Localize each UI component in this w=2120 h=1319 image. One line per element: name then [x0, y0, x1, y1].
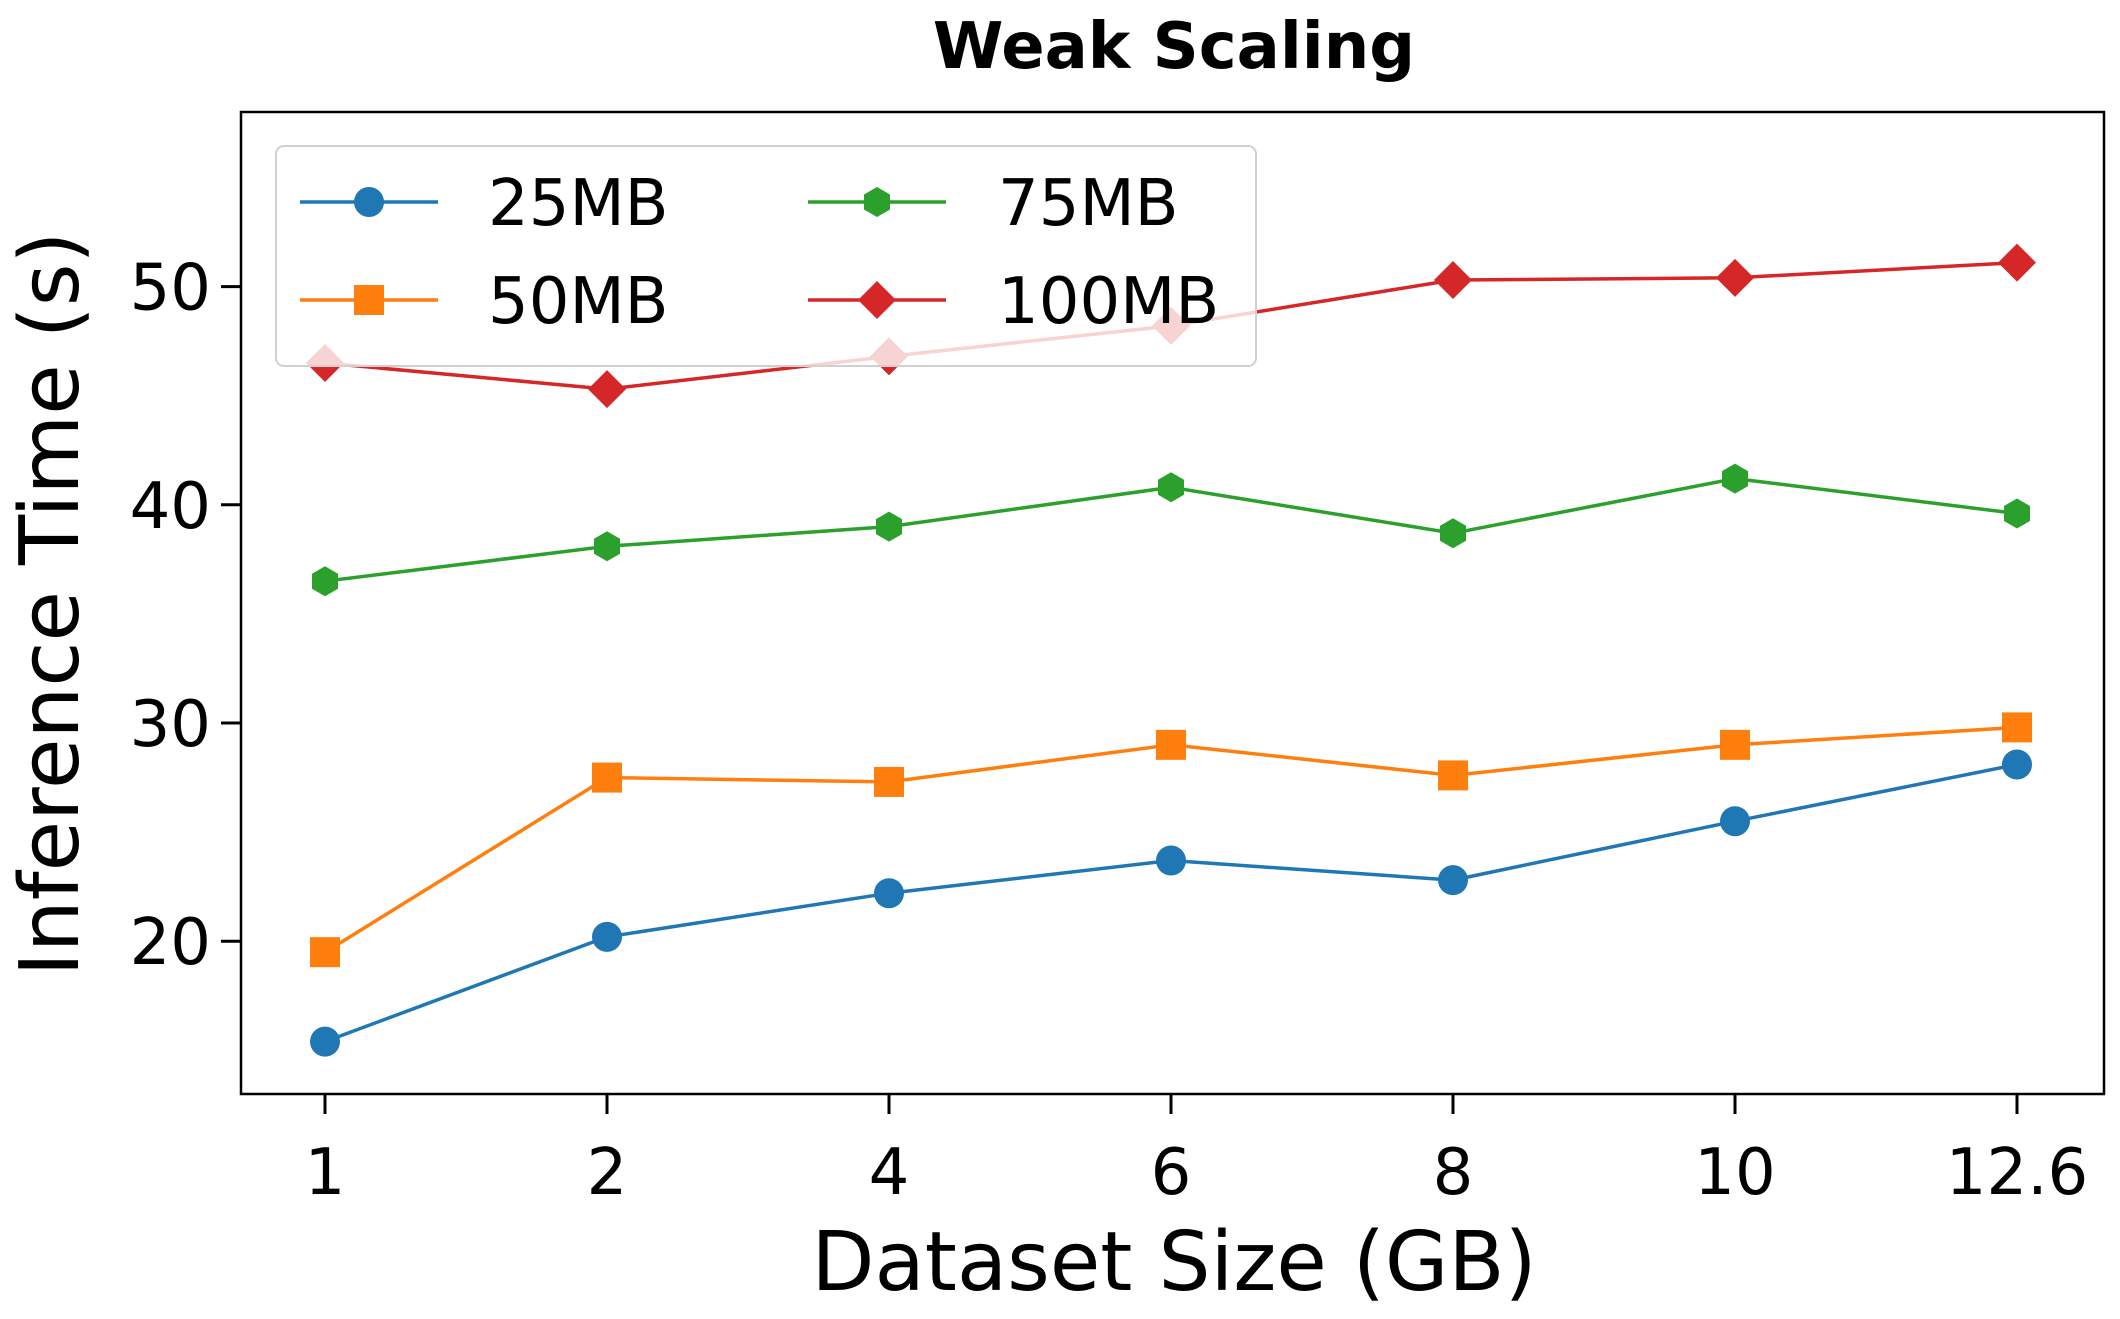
data-point-100mb: [1434, 261, 1472, 300]
series-25mb: [310, 749, 2032, 1057]
y-tick-label: 50: [130, 252, 211, 326]
chart-title: Weak Scaling: [933, 10, 1415, 84]
legend-item-25mb: 25MB: [300, 167, 669, 241]
x-tick-label: 4: [869, 1136, 910, 1210]
legend-item-100mb: 100MB: [808, 265, 1219, 339]
data-point-50mb: [310, 937, 340, 968]
data-point-50mb: [1720, 729, 1750, 760]
data-point-25mb: [1156, 845, 1186, 876]
legend-marker-100mb: [858, 281, 896, 319]
data-point-75mb: [1722, 463, 1748, 494]
legend-label-100mb: 100MB: [998, 265, 1219, 339]
x-tick-label: 1: [305, 1136, 346, 1210]
series-line-25mb: [324, 762, 2018, 1044]
data-point-50mb: [2002, 712, 2032, 743]
legend-marker-75mb: [864, 187, 890, 217]
y-axis-ticks: 20 30 40 50: [130, 252, 241, 980]
plot-area-frame: [239, 110, 2106, 1096]
x-tick-label: 6: [1151, 1136, 1192, 1210]
legend-label-50mb: 50MB: [488, 265, 669, 339]
x-tick-label: 12.6: [1946, 1136, 2089, 1210]
data-point-50mb: [1438, 760, 1468, 791]
data-point-25mb: [592, 921, 622, 952]
data-point-100mb: [1716, 258, 1754, 297]
data-point-75mb: [1440, 518, 1466, 549]
data-point-100mb: [588, 370, 626, 409]
y-tick-label: 20: [130, 906, 211, 980]
x-tick-label: 8: [1433, 1136, 1474, 1210]
data-point-100mb: [1998, 243, 2036, 282]
legend-item-75mb: 75MB: [808, 167, 1179, 241]
series-line-50mb: [324, 725, 2018, 954]
y-tick-label: 40: [130, 470, 211, 544]
series-50mb: [310, 712, 2032, 968]
x-tick-label: 10: [1694, 1136, 1775, 1210]
legend: 25MB 50MB 75MB 100MB: [275, 145, 1257, 367]
legend-marker-25mb: [354, 187, 384, 217]
y-axis-label: Inference Time (s): [3, 232, 98, 977]
data-point-25mb: [1438, 865, 1468, 896]
data-point-25mb: [2002, 749, 2032, 780]
data-point-75mb: [312, 566, 338, 597]
series-75mb: [312, 463, 2030, 597]
data-point-25mb: [1720, 806, 1750, 837]
x-axis-ticks: 1 2 4 6 8 10 12.6: [305, 1094, 2089, 1210]
y-tick-label: 30: [130, 688, 211, 762]
data-point-75mb: [876, 511, 902, 542]
data-point-50mb: [1156, 729, 1186, 760]
legend-label-25mb: 25MB: [488, 167, 669, 241]
data-point-75mb: [2004, 498, 2030, 529]
x-tick-label: 2: [587, 1136, 628, 1210]
data-point-25mb: [874, 878, 904, 909]
data-point-50mb: [874, 766, 904, 797]
legend-marker-50mb: [354, 285, 384, 315]
x-axis-label: Dataset Size (GB): [811, 1215, 1536, 1310]
data-point-25mb: [310, 1026, 340, 1057]
legend-box: [275, 145, 1257, 367]
legend-item-50mb: 50MB: [300, 265, 669, 339]
data-point-50mb: [592, 762, 622, 793]
data-point-75mb: [594, 531, 620, 562]
data-point-75mb: [1158, 472, 1184, 503]
legend-label-75mb: 75MB: [998, 167, 1179, 241]
